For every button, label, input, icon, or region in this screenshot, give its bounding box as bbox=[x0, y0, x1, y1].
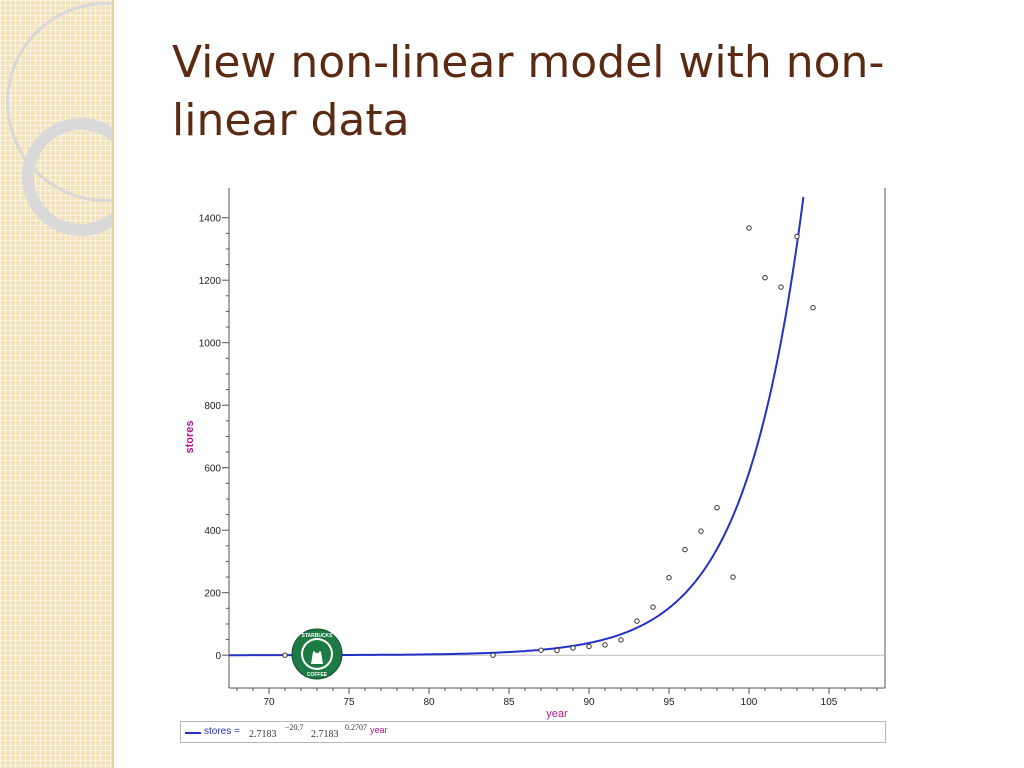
formula-variable: year bbox=[370, 725, 388, 735]
y-tick-label: 1200 bbox=[199, 276, 222, 287]
chart-area: 0 200 400 600 800 1000 1200 1400 70 75 80 85 90 95 100… bbox=[178, 186, 888, 722]
x-tick-label: 105 bbox=[821, 697, 838, 708]
y-tick-label: 1000 bbox=[199, 339, 222, 350]
decorative-side-strip bbox=[0, 0, 114, 768]
strip-edge bbox=[112, 0, 114, 768]
y-tick-label: 200 bbox=[204, 589, 221, 600]
data-point bbox=[618, 637, 624, 643]
data-point bbox=[810, 304, 816, 311]
model-formula: stores = 2.7183 −20.7 2.7183 0.2707 year bbox=[180, 721, 886, 743]
y-tick-label: 400 bbox=[204, 526, 221, 537]
slide-title: View non-linear model with non-linear da… bbox=[172, 37, 885, 146]
x-tick-label: 95 bbox=[663, 697, 675, 708]
model-curve bbox=[229, 196, 805, 657]
starbucks-logo: STARBUCKS COFFEE bbox=[291, 628, 343, 680]
data-point bbox=[714, 504, 720, 511]
data-point bbox=[730, 574, 736, 580]
formula-base-1: 2.7183 bbox=[249, 729, 277, 740]
data-point bbox=[746, 225, 752, 231]
data-point bbox=[650, 604, 656, 610]
y-tick-label: 600 bbox=[204, 464, 221, 475]
data-point bbox=[666, 574, 672, 581]
scatter-chart: 0 200 400 600 800 1000 1200 1400 70 75 80 85 90 95 100… bbox=[184, 188, 886, 720]
data-point bbox=[570, 645, 576, 651]
y-tick-label: 1400 bbox=[199, 214, 222, 225]
y-axis-label: stores bbox=[184, 420, 196, 453]
x-tick-label: 100 bbox=[741, 697, 758, 708]
data-point bbox=[554, 647, 560, 654]
data-point bbox=[634, 618, 640, 624]
data-point bbox=[490, 652, 496, 658]
data-point bbox=[586, 643, 592, 650]
data-point bbox=[602, 642, 608, 648]
data-point bbox=[698, 528, 704, 534]
data-point bbox=[762, 274, 768, 281]
logo-text-top: STARBUCKS bbox=[301, 633, 333, 639]
y-tick-label: 800 bbox=[204, 401, 221, 412]
data-point bbox=[682, 546, 688, 553]
x-tick-label: 80 bbox=[423, 697, 435, 708]
data-point bbox=[538, 647, 544, 653]
x-tick-label: 85 bbox=[503, 697, 515, 708]
legend-label: stores = bbox=[204, 726, 240, 737]
x-axis-label: year bbox=[546, 708, 568, 720]
data-point bbox=[778, 284, 784, 290]
y-tick-label: 0 bbox=[215, 651, 221, 662]
data-point bbox=[282, 652, 288, 658]
formula-exponent-1: −20.7 bbox=[285, 723, 304, 732]
formula-base-2: 2.7183 bbox=[311, 729, 339, 740]
formula-exponent-2: 0.2707 bbox=[345, 723, 367, 732]
legend-line-swatch bbox=[185, 732, 201, 734]
logo-text-bottom: COFFEE bbox=[307, 672, 328, 678]
x-tick-label: 90 bbox=[583, 697, 595, 708]
data-point bbox=[794, 233, 800, 240]
x-tick-label: 70 bbox=[263, 697, 275, 708]
x-tick-label: 75 bbox=[343, 697, 355, 708]
